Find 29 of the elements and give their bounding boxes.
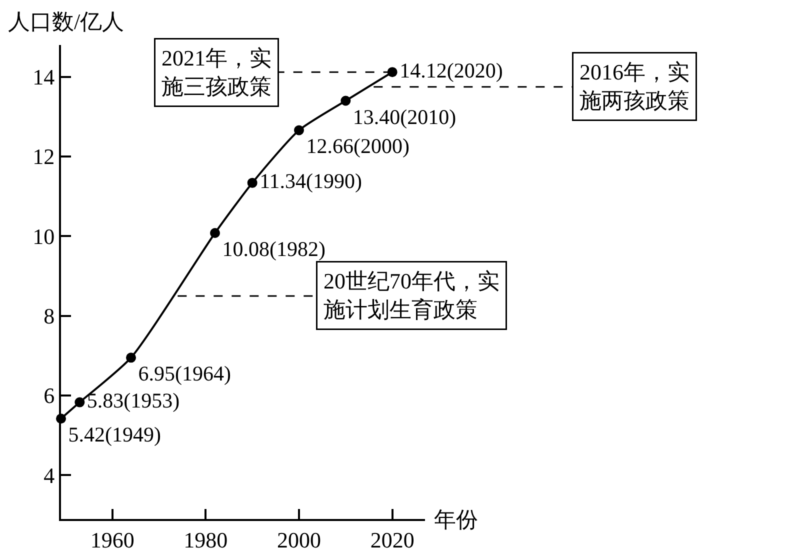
point [74,397,85,408]
x-axis-title: 年份 [434,507,478,532]
annotation: 20世纪70年代，实施计划生育政策 [324,268,500,322]
annotation: 2021年，实施三孩政策 [162,46,272,100]
y-tick-label: 8 [44,304,55,329]
data-label: 14.12(2020) [400,58,503,82]
y-tick-label: 10 [32,224,55,249]
x-tick-label: 1980 [184,527,228,552]
data-label: 11.34(1990) [260,169,362,194]
data-label: 13.40(2010) [352,104,456,129]
data-label: 6.95(1964) [138,362,231,386]
y-tick-label: 12 [32,144,55,170]
y-tick-label: 6 [44,383,55,408]
y-tick-label: 14 [32,64,55,90]
point [294,125,304,136]
y-axis-title: 人口数/亿人 [8,9,124,34]
data-label: 12.66(2000) [306,134,410,158]
data-label: 10.08(1982) [222,237,326,262]
x-tick-label: 2000 [277,527,321,552]
data-label: 5.42(1949) [68,422,161,447]
annotation: 2016年，实施两孩政策 [580,60,690,114]
data-label: 5.83(1953) [86,388,180,413]
x-tick-label: 2020 [370,527,414,552]
y-tick-label: 4 [44,462,55,488]
point [340,96,351,106]
point [126,352,136,363]
x-tick-label: 1960 [90,527,134,552]
point [247,178,258,188]
point [210,228,220,238]
